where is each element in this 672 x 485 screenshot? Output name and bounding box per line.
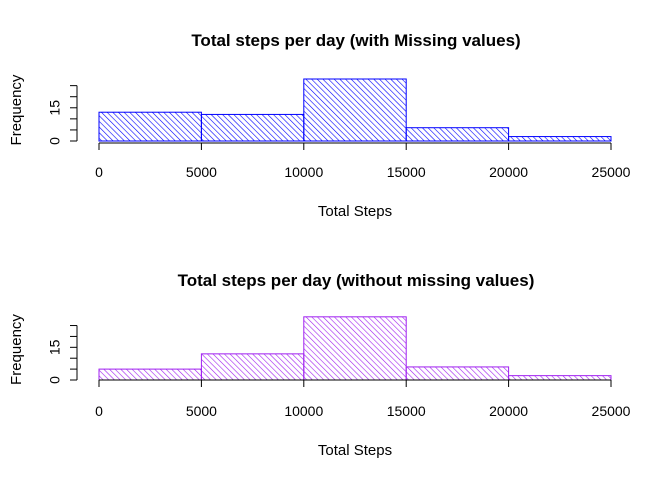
histogram-bar (405, 127, 510, 142)
chart-title: Total steps per day (without missing val… (178, 271, 535, 290)
x-tick-label: 25000 (592, 403, 631, 419)
y-tick-label: 0 (47, 137, 63, 145)
histogram-bar (303, 78, 407, 142)
y-axis-label: Frequency (8, 314, 25, 385)
y-axis-label: Frequency (8, 74, 25, 145)
x-axis-label: Total Steps (318, 442, 392, 459)
histogram-bar (98, 111, 202, 142)
x-tick-label: 10000 (284, 403, 323, 419)
x-axis-label: Total Steps (318, 203, 392, 220)
histogram-bar (508, 136, 612, 142)
x-tick-label: 20000 (489, 164, 528, 180)
histogram-bar (200, 113, 305, 142)
y-tick-label: 15 (47, 339, 63, 355)
x-tick-label: 5000 (186, 403, 217, 419)
y-tick-label: 15 (47, 100, 63, 116)
chart-title: Total steps per day (with Missing values… (191, 31, 520, 50)
histogram-bar (405, 366, 510, 381)
y-tick-label: 0 (47, 376, 63, 384)
histogram-bar (98, 368, 202, 381)
x-tick-label: 15000 (387, 164, 426, 180)
x-tick-label: 0 (95, 403, 103, 419)
x-tick-label: 20000 (489, 403, 528, 419)
x-tick-label: 10000 (284, 164, 323, 180)
histogram-bar (508, 375, 612, 381)
histogram-bar (303, 316, 407, 381)
x-tick-label: 25000 (592, 164, 631, 180)
histogram-bar (200, 353, 305, 381)
x-tick-label: 0 (95, 164, 103, 180)
panel-2: Total steps per day (without missing val… (8, 271, 631, 459)
panel-1: Total steps per day (with Missing values… (8, 31, 631, 220)
x-tick-label: 5000 (186, 164, 217, 180)
x-tick-label: 15000 (387, 403, 426, 419)
